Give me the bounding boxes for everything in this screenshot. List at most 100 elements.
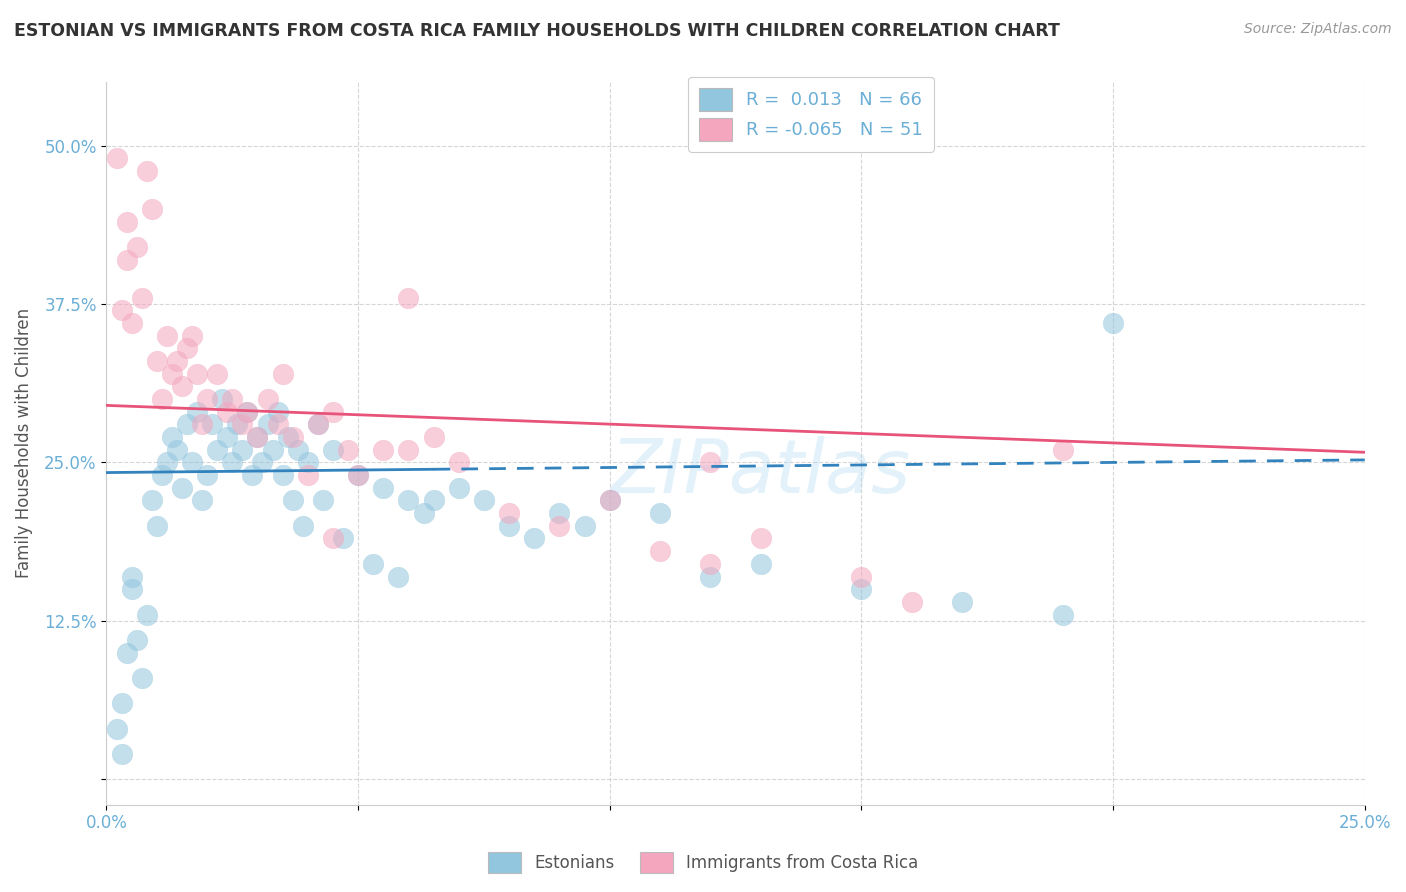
Point <box>125 240 148 254</box>
Point <box>277 430 299 444</box>
Point <box>322 405 344 419</box>
Point <box>472 493 495 508</box>
Point <box>105 151 128 165</box>
Point <box>115 214 138 228</box>
Point <box>373 481 395 495</box>
Point <box>699 557 721 571</box>
Point <box>599 493 621 508</box>
Point <box>337 442 360 457</box>
Point <box>347 468 370 483</box>
Point <box>236 405 259 419</box>
Point <box>131 671 153 685</box>
Legend: Estonians, Immigrants from Costa Rica: Estonians, Immigrants from Costa Rica <box>481 846 925 880</box>
Point <box>287 442 309 457</box>
Point <box>498 518 520 533</box>
Point <box>226 417 249 432</box>
Point <box>373 442 395 457</box>
Point <box>599 493 621 508</box>
Y-axis label: Family Households with Children: Family Households with Children <box>15 309 32 579</box>
Point <box>211 392 233 406</box>
Point <box>121 582 143 597</box>
Point <box>217 430 239 444</box>
Point <box>322 442 344 457</box>
Point <box>361 557 384 571</box>
Text: ZIPatlas: ZIPatlas <box>610 436 911 508</box>
Point <box>307 417 329 432</box>
Point <box>749 532 772 546</box>
Point <box>141 202 163 216</box>
Point <box>266 417 288 432</box>
Point <box>176 342 198 356</box>
Point <box>221 392 243 406</box>
Point <box>181 455 204 469</box>
Point <box>150 392 173 406</box>
Point <box>699 569 721 583</box>
Point <box>851 582 873 597</box>
Point <box>498 506 520 520</box>
Point <box>271 468 294 483</box>
Point <box>115 646 138 660</box>
Point <box>523 532 546 546</box>
Point <box>548 518 571 533</box>
Point <box>291 518 314 533</box>
Text: ESTONIAN VS IMMIGRANTS FROM COSTA RICA FAMILY HOUSEHOLDS WITH CHILDREN CORRELATI: ESTONIAN VS IMMIGRANTS FROM COSTA RICA F… <box>14 22 1060 40</box>
Point <box>271 367 294 381</box>
Point <box>246 430 269 444</box>
Point <box>135 607 157 622</box>
Point <box>121 316 143 330</box>
Point <box>156 455 179 469</box>
Point <box>252 455 274 469</box>
Point <box>141 493 163 508</box>
Point <box>201 417 224 432</box>
Legend: R =  0.013   N = 66, R = -0.065   N = 51: R = 0.013 N = 66, R = -0.065 N = 51 <box>689 77 934 152</box>
Point <box>281 493 304 508</box>
Point <box>191 493 214 508</box>
Point <box>332 532 354 546</box>
Point <box>205 442 228 457</box>
Point <box>648 544 671 558</box>
Point <box>195 392 218 406</box>
Point <box>195 468 218 483</box>
Point <box>170 379 193 393</box>
Point <box>131 291 153 305</box>
Point <box>422 430 444 444</box>
Point <box>447 481 470 495</box>
Point <box>256 392 278 406</box>
Point <box>242 468 264 483</box>
Point <box>170 481 193 495</box>
Point <box>176 417 198 432</box>
Point <box>307 417 329 432</box>
Point <box>181 328 204 343</box>
Point <box>256 417 278 432</box>
Point <box>1102 316 1125 330</box>
Point <box>1052 442 1074 457</box>
Point <box>146 518 169 533</box>
Point <box>281 430 304 444</box>
Point <box>398 493 420 508</box>
Point <box>156 328 179 343</box>
Point <box>262 442 284 457</box>
Point <box>749 557 772 571</box>
Point <box>398 442 420 457</box>
Point <box>135 164 157 178</box>
Point <box>110 696 132 710</box>
Point <box>110 303 132 318</box>
Point <box>105 722 128 736</box>
Point <box>166 442 188 457</box>
Point <box>246 430 269 444</box>
Point <box>297 468 319 483</box>
Point <box>266 405 288 419</box>
Point <box>231 417 253 432</box>
Point <box>412 506 434 520</box>
Point <box>851 569 873 583</box>
Point <box>322 532 344 546</box>
Point <box>191 417 214 432</box>
Point <box>186 405 208 419</box>
Point <box>648 506 671 520</box>
Point <box>166 354 188 368</box>
Point <box>447 455 470 469</box>
Point <box>297 455 319 469</box>
Point <box>160 430 183 444</box>
Point <box>398 291 420 305</box>
Point <box>217 405 239 419</box>
